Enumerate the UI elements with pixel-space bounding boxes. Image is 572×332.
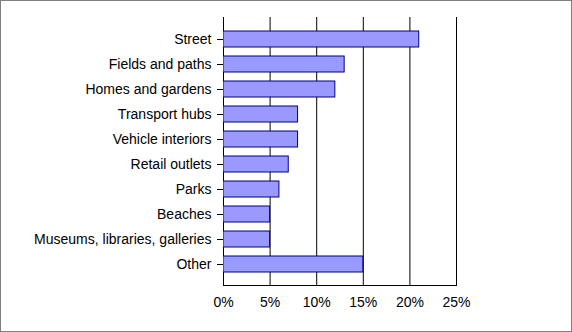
svg-text:10%: 10% (303, 294, 331, 310)
svg-text:0%: 0% (213, 294, 233, 310)
svg-text:20%: 20% (396, 294, 424, 310)
svg-text:Retail outlets: Retail outlets (131, 156, 212, 172)
svg-text:Fields and paths: Fields and paths (109, 56, 212, 72)
svg-text:Vehicle interiors: Vehicle interiors (113, 131, 212, 147)
svg-text:Museums, libraries, galleries: Museums, libraries, galleries (34, 231, 211, 247)
svg-text:Other: Other (176, 256, 211, 272)
svg-text:25%: 25% (442, 294, 470, 310)
svg-text:Street: Street (174, 31, 211, 47)
svg-text:Beaches: Beaches (157, 206, 211, 222)
svg-text:Parks: Parks (176, 181, 212, 197)
svg-text:Homes and gardens: Homes and gardens (85, 81, 211, 97)
svg-text:Transport hubs: Transport hubs (118, 106, 212, 122)
svg-text:5%: 5% (260, 294, 280, 310)
svg-text:15%: 15% (349, 294, 377, 310)
